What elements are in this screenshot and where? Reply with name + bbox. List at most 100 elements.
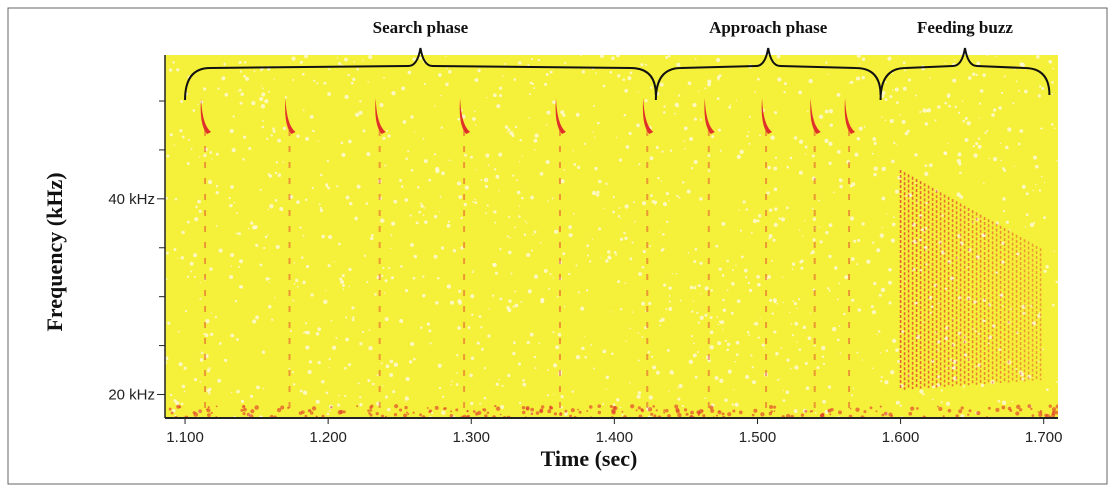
noise — [1038, 412, 1043, 417]
noise — [798, 90, 803, 95]
noise — [311, 129, 314, 132]
noise — [215, 405, 218, 408]
noise — [873, 166, 878, 171]
noise — [467, 326, 471, 329]
noise — [419, 413, 422, 417]
noise — [292, 383, 296, 386]
noise — [724, 339, 728, 343]
noise — [894, 189, 899, 194]
noise — [359, 396, 362, 399]
noise — [369, 413, 373, 417]
noise — [268, 90, 271, 93]
noise — [750, 354, 753, 357]
noise — [663, 283, 667, 287]
noise — [685, 412, 689, 416]
noise — [653, 414, 657, 418]
noise — [215, 191, 219, 195]
noise — [881, 90, 886, 96]
noise — [328, 68, 331, 71]
noise — [1043, 216, 1047, 220]
noise — [404, 400, 406, 403]
noise — [877, 330, 881, 333]
noise — [308, 360, 313, 364]
noise — [435, 300, 439, 305]
noise — [549, 70, 553, 74]
noise — [624, 236, 628, 240]
noise — [457, 326, 461, 330]
noise — [818, 226, 821, 228]
noise — [563, 168, 566, 171]
noise — [494, 221, 497, 224]
noise — [995, 271, 998, 274]
noise — [538, 342, 541, 345]
noise — [578, 410, 582, 414]
noise — [537, 58, 541, 62]
noise — [376, 374, 379, 377]
noise — [780, 217, 786, 222]
noise — [199, 381, 202, 383]
noise — [1042, 348, 1045, 351]
noise — [328, 358, 331, 361]
noise — [518, 205, 521, 207]
noise — [223, 62, 226, 66]
noise — [321, 379, 325, 384]
noise — [819, 240, 823, 244]
noise — [884, 81, 887, 84]
noise — [504, 62, 507, 65]
noise — [974, 330, 977, 333]
noise — [180, 402, 184, 406]
noise — [456, 181, 462, 186]
noise — [892, 89, 894, 91]
noise — [836, 92, 841, 97]
noise — [317, 140, 319, 143]
noise — [177, 330, 180, 333]
noise — [207, 406, 210, 409]
noise — [380, 274, 384, 277]
noise — [813, 344, 816, 347]
noise — [318, 203, 321, 206]
noise — [905, 194, 908, 197]
noise — [738, 209, 740, 211]
noise — [539, 241, 542, 244]
noise — [328, 367, 330, 369]
noise — [734, 402, 739, 407]
noise — [477, 69, 481, 73]
noise — [727, 369, 732, 374]
call — [810, 98, 821, 134]
noise — [1012, 102, 1015, 105]
noise — [184, 309, 188, 313]
noise — [791, 268, 794, 271]
noise — [248, 147, 252, 151]
noise — [872, 137, 877, 141]
noise — [384, 279, 388, 283]
noise — [630, 404, 635, 409]
noise — [304, 414, 308, 418]
noise — [412, 276, 416, 280]
noise — [170, 411, 174, 415]
noise — [780, 346, 783, 349]
noise — [412, 57, 417, 62]
noise — [349, 201, 353, 206]
noise — [667, 55, 671, 58]
noise — [853, 239, 857, 243]
noise — [851, 394, 854, 397]
noise — [492, 262, 497, 268]
noise — [383, 76, 385, 79]
noise — [907, 78, 912, 82]
noise — [717, 323, 719, 326]
noise — [1045, 264, 1049, 269]
noise — [192, 411, 196, 415]
noise — [605, 388, 607, 390]
noise — [688, 136, 694, 142]
noise — [512, 174, 515, 177]
noise — [262, 87, 264, 90]
noise — [207, 413, 211, 417]
noise — [876, 248, 881, 253]
noise — [836, 150, 841, 154]
noise — [496, 104, 501, 109]
noise — [455, 383, 459, 386]
noise — [310, 411, 314, 415]
noise — [305, 264, 310, 269]
noise — [543, 82, 548, 86]
